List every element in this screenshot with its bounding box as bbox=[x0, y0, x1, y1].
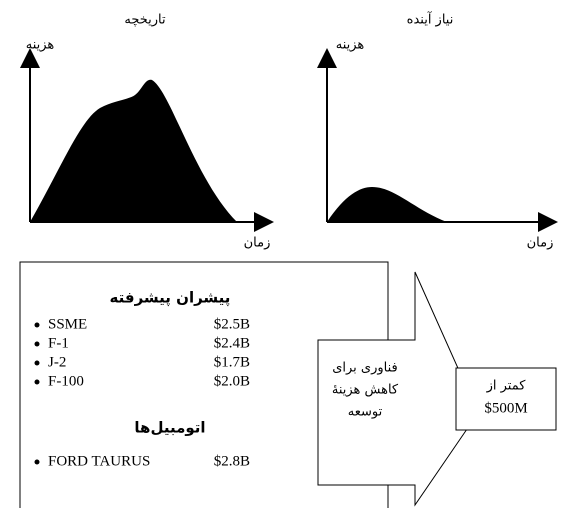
y-label: هزینه bbox=[336, 38, 365, 53]
bullet bbox=[34, 360, 40, 366]
item-cost: $2.0B bbox=[214, 373, 250, 389]
result-box bbox=[455, 367, 557, 431]
history-curve bbox=[30, 79, 237, 222]
item-name: J-2 bbox=[48, 354, 66, 370]
future-curve bbox=[327, 187, 447, 222]
item-name: FORD TAURUS bbox=[48, 453, 150, 469]
box-subtitle: اتومبیل‌ها bbox=[134, 419, 205, 437]
bullet bbox=[34, 379, 40, 385]
big-arrow bbox=[317, 271, 479, 507]
arrow-text: توسعه bbox=[348, 405, 383, 420]
item-name: F-1 bbox=[48, 335, 69, 351]
item-cost: $1.7B bbox=[214, 354, 250, 370]
bullet bbox=[34, 459, 40, 465]
arrow-text: فناوری برای bbox=[332, 361, 398, 376]
x-label: زمان bbox=[527, 236, 554, 251]
item-cost: $2.5B bbox=[214, 316, 250, 332]
item-name: SSME bbox=[48, 316, 87, 332]
result-text: کمتر از bbox=[486, 379, 527, 394]
item-cost: $2.8B bbox=[214, 453, 250, 469]
chart-title: تاریخچه bbox=[124, 13, 166, 28]
chart-title: نیاز آینده bbox=[407, 11, 454, 28]
bullet bbox=[34, 341, 40, 347]
box-title: پیشران پیشرفته bbox=[110, 289, 231, 308]
item-name: F-100 bbox=[48, 373, 84, 389]
result-text: $500M bbox=[484, 400, 527, 416]
y-label: هزینه bbox=[26, 38, 55, 53]
bullet bbox=[34, 322, 40, 328]
x-label: زمان bbox=[244, 236, 271, 251]
arrow-text: کاهش هزینهٔ bbox=[332, 383, 399, 398]
item-cost: $2.4B bbox=[214, 335, 250, 351]
